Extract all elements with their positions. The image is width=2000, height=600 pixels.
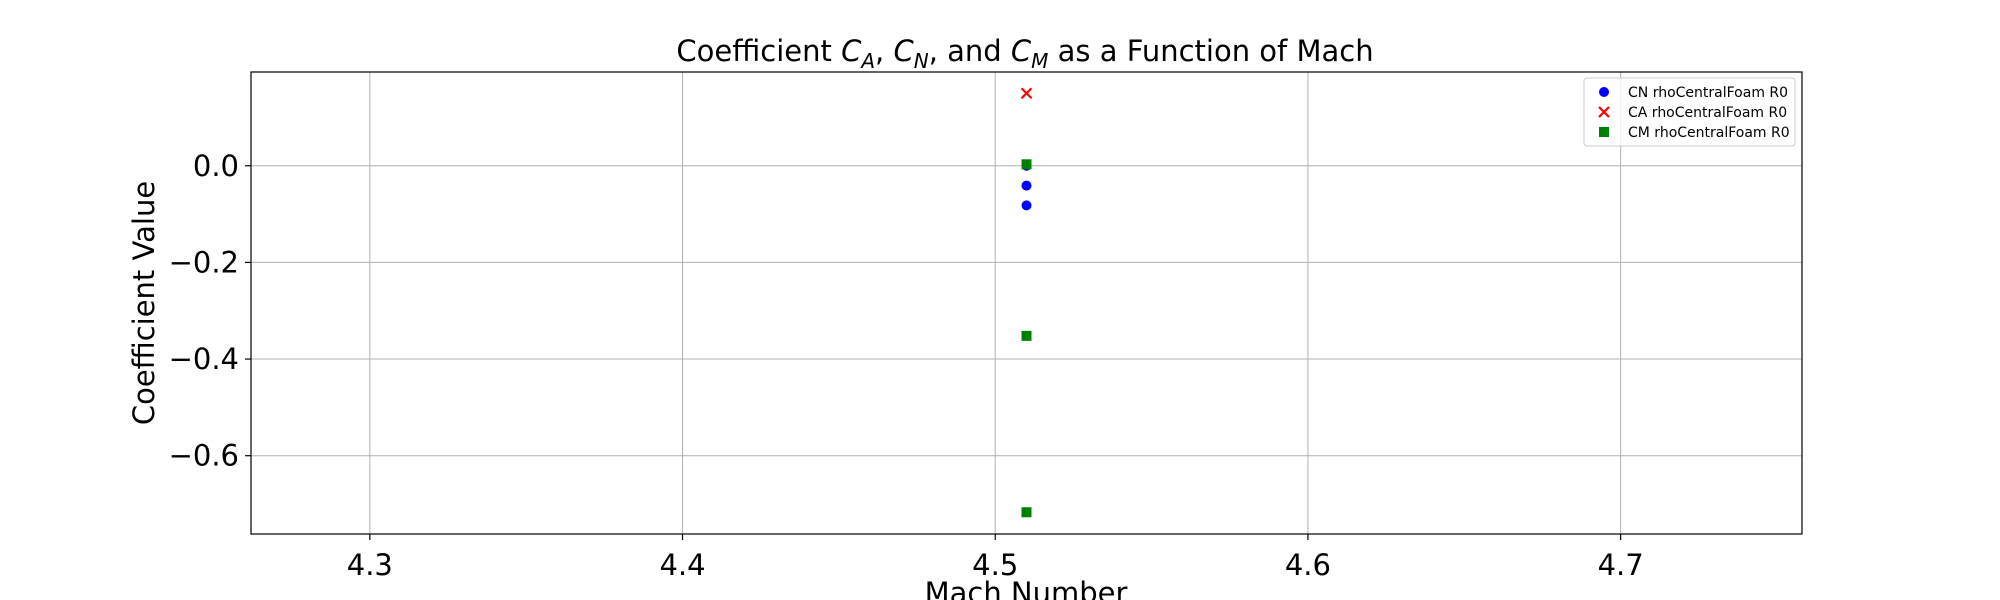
chart-title: Coefficient CA, CN, and CM as a Function… — [676, 34, 1373, 73]
cn-data-point — [1021, 180, 1032, 191]
x-tick-label: 4.4 — [659, 548, 705, 582]
legend-label: CN rhoCentralFoam R0 — [1628, 85, 1788, 101]
cm-data-point — [1021, 330, 1032, 341]
legend: CN rhoCentralFoam R0 CA rhoCentralFoam R0… — [1583, 77, 1796, 147]
y-tick-label: −0.4 — [169, 342, 239, 376]
legend-label: CM rhoCentralFoam R0 — [1628, 125, 1790, 141]
x-tick-label: 4.5 — [972, 548, 1018, 582]
ca-data-point — [1020, 87, 1033, 100]
x-axis: 4.3 4.4 4.5 4.6 4.7 — [347, 534, 1644, 582]
cm-data-point — [1021, 159, 1032, 170]
x-axis-label: Mach Number — [925, 576, 1128, 600]
legend-marker — [1599, 127, 1609, 137]
y-axis: 0.0 −0.2 −0.4 −0.6 — [169, 149, 251, 473]
cn-data-point — [1021, 200, 1032, 211]
legend-label: CA rhoCentralFoam R0 — [1628, 105, 1787, 121]
y-tick-label: −0.6 — [169, 439, 239, 473]
x-tick-label: 4.6 — [1285, 548, 1331, 582]
cm-data-point — [1021, 507, 1032, 518]
legend-marker — [1599, 87, 1609, 97]
data-markers — [1020, 87, 1033, 518]
legend-box — [1583, 77, 1796, 147]
plot-frame — [250, 71, 1803, 535]
x-tick-label: 4.7 — [1598, 548, 1644, 582]
y-tick-label: 0.0 — [193, 149, 239, 183]
legend-marker — [1598, 106, 1610, 118]
x-tick-label: 4.3 — [347, 548, 393, 582]
y-axis-label: Coefficient Value — [127, 181, 161, 425]
y-tick-label: −0.2 — [169, 245, 239, 279]
